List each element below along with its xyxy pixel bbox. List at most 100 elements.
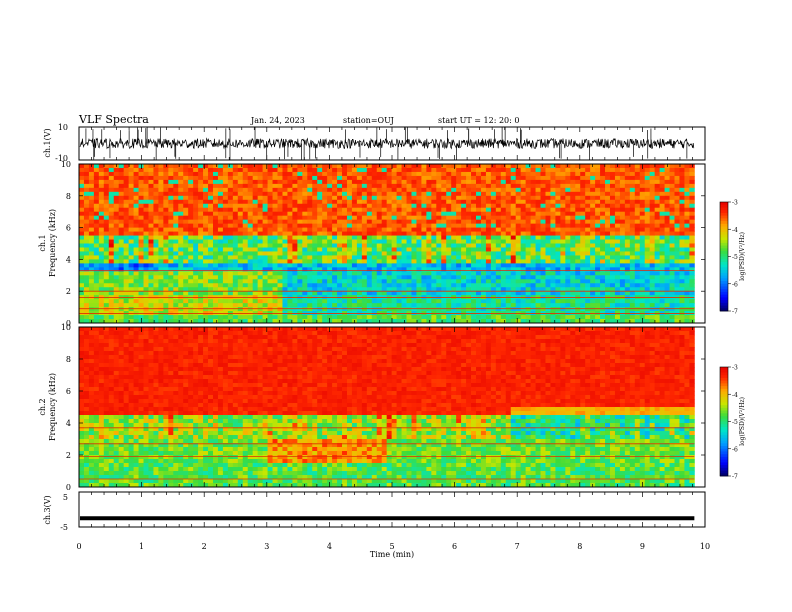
spectrogram-cell: [535, 215, 541, 221]
spectrogram-cell: [664, 207, 670, 213]
spectrogram-cell: [153, 171, 159, 177]
spectrogram-cell: [545, 203, 551, 209]
spectrogram-cell: [342, 243, 348, 248]
ch1-y-tick-bottom: -10: [55, 154, 68, 163]
spectrogram-cell: [570, 235, 576, 240]
spectrogram-cell: [644, 179, 651, 185]
spectrogram-cell: [79, 203, 85, 209]
spectrogram-cell: [600, 171, 606, 177]
spectrogram-cell: [346, 239, 353, 244]
spectrogram-cell: [198, 171, 204, 177]
spectrogram-cell: [530, 287, 536, 292]
spectrogram-cell: [471, 287, 477, 292]
spectrogram-cell: [257, 267, 264, 272]
spectrogram-cell: [480, 263, 487, 268]
spectrogram-cell: [337, 183, 343, 189]
spectrogram-cell: [346, 171, 353, 177]
spectrogram-cell: [178, 319, 184, 324]
spectrogram-cell: [252, 203, 259, 209]
spectrogram-cell: [406, 303, 412, 308]
spectrogram-cell: [138, 287, 144, 292]
spectrogram-cell: [227, 223, 234, 229]
spectrogram-cell: [153, 307, 159, 312]
spectrogram-cell: [193, 239, 199, 244]
spectrogram-cell: [292, 243, 298, 248]
spectrogram-cell: [550, 164, 556, 169]
ch1-y-axis-label: ch.1(V): [43, 128, 52, 157]
spectrogram-cell: [292, 207, 298, 213]
spectrogram-cell: [108, 199, 115, 205]
spectrogram-cell: [396, 271, 402, 276]
spectrogram-cell: [322, 175, 328, 181]
spectrogram-cell: [118, 199, 125, 205]
spectrogram-cell: [421, 287, 427, 292]
spectrogram-cell: [227, 187, 234, 193]
spectrogram-cell: [143, 315, 149, 320]
spectrogram-cell: [138, 223, 144, 229]
spectrogram-cell: [654, 243, 661, 248]
spectrogram-cell: [441, 215, 447, 221]
spectrogram-cell: [158, 223, 164, 229]
spectrogram-cell: [510, 215, 517, 221]
spectrogram-cell: [193, 207, 199, 213]
spectrogram-cell: [456, 259, 462, 264]
spectrogram-cell: [267, 211, 273, 217]
spectrogram-cell: [629, 319, 636, 324]
ch1-spectrogram-image: [79, 164, 695, 324]
spectrogram-cell: [540, 167, 546, 173]
spectrogram-cell: [525, 247, 531, 252]
spectrogram-cell: [381, 271, 388, 276]
spectrogram-cell: [356, 251, 363, 256]
spectrogram-cell: [108, 187, 115, 193]
spectrogram-cell: [366, 275, 373, 280]
spectrogram-cell: [79, 231, 85, 236]
spectrogram-cell: [471, 223, 477, 229]
spectrogram-cell: [525, 279, 531, 284]
spectrogram-cell: [312, 167, 318, 173]
spectrogram-cell: [371, 239, 378, 244]
spectrogram-cell: [108, 259, 115, 264]
spectrogram-cell: [138, 239, 144, 244]
spectrogram-cell: [406, 319, 412, 324]
spectrogram-cell: [302, 263, 308, 268]
spectrogram-cell: [520, 223, 527, 229]
spectrogram-cell: [396, 315, 402, 320]
spectrogram-cell: [565, 215, 571, 221]
spectrogram-cell: [426, 271, 432, 276]
spectrogram-cell: [654, 235, 661, 240]
spectrogram-cell: [515, 271, 522, 276]
spectrogram-cell: [113, 299, 120, 304]
spectrogram-cell: [550, 279, 556, 284]
spectrogram-cell: [227, 299, 234, 304]
spectrogram-cell: [217, 251, 224, 256]
spectrogram-cell: [158, 191, 164, 197]
spectrogram-cell: [515, 255, 522, 260]
spectrogram-cell: [342, 263, 348, 268]
spectrogram-cell: [411, 191, 417, 197]
spectrogram-cell: [609, 183, 616, 189]
spectrogram-cell: [634, 191, 641, 197]
spectrogram-cell: [495, 255, 502, 260]
spectrogram-cell: [118, 259, 125, 264]
spectrogram-cell: [212, 267, 219, 272]
spectrogram-cell: [609, 207, 616, 213]
spectrogram-cell: [123, 191, 130, 197]
spectrogram-cell: [173, 275, 179, 280]
spectrogram-cell: [416, 227, 422, 232]
spectrogram-cell: [371, 251, 378, 256]
spectrogram-cell: [262, 203, 268, 209]
spectrogram-cell: [411, 227, 417, 232]
spectrogram-cell: [456, 179, 462, 185]
spectrogram-cell: [322, 215, 328, 221]
spectrogram-cell: [585, 247, 591, 252]
spectrogram-cell: [237, 175, 244, 181]
spectrogram-cell: [252, 187, 259, 193]
spectrogram-cell: [252, 303, 259, 308]
spectrogram-cell: [163, 263, 169, 268]
spectrogram-cell: [421, 263, 427, 268]
spectrogram-cell: [485, 179, 492, 185]
spectrogram-cell: [337, 211, 343, 217]
spectrogram-cell: [376, 195, 383, 201]
spectrogram-cell: [133, 287, 139, 292]
spectrogram-cell: [277, 164, 283, 169]
